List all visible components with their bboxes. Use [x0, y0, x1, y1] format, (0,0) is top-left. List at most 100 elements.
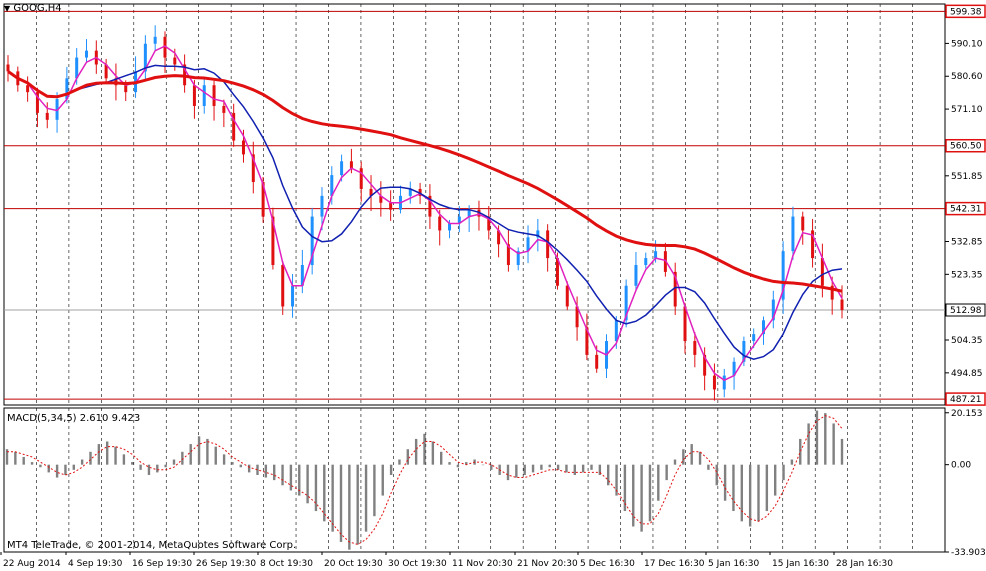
y-tick-label: 571.10: [951, 105, 983, 115]
macd-bar: [690, 444, 693, 465]
x-tick-label: 15 Jan 16:30: [772, 559, 829, 569]
candle-body: [75, 57, 79, 79]
macd-bar: [273, 464, 276, 481]
candle-body: [35, 92, 39, 113]
macd-bar: [623, 464, 627, 512]
macd-bar: [573, 464, 576, 475]
candle-body: [291, 285, 295, 307]
level-badge: [945, 392, 986, 406]
candle-body: [349, 161, 353, 169]
macd-bar: [523, 464, 526, 475]
macd-bar: [481, 464, 485, 466]
macd-bar: [740, 464, 743, 522]
macd-bar: [22, 456, 25, 465]
candle-body: [830, 285, 834, 300]
candle-body: [310, 216, 314, 265]
level-badge: [945, 201, 986, 216]
macd-bar: [5, 449, 9, 465]
macd-bar: [673, 459, 677, 465]
candle-body: [712, 375, 716, 390]
symbol-text: GOOG,H4: [13, 3, 62, 14]
symbol-label: ▼ GOOG,H4: [4, 3, 62, 14]
candle-body: [369, 188, 373, 196]
candle-body: [457, 216, 461, 224]
macd-bar: [131, 462, 134, 465]
macd-bar: [64, 464, 67, 475]
candle-body: [212, 85, 216, 106]
macd-bar: [840, 438, 844, 465]
macd-bar: [565, 464, 568, 473]
candle-body: [143, 43, 147, 72]
candle-body: [84, 50, 88, 58]
x-tick-label: 16 Sep 19:30: [132, 559, 192, 569]
macd-bar: [139, 464, 142, 470]
candle-body: [320, 195, 324, 217]
macd-bar: [824, 413, 827, 465]
candle-body: [575, 306, 579, 328]
candle-body: [595, 354, 599, 369]
macd-bar: [406, 449, 409, 465]
macd-bar: [122, 454, 126, 465]
candle-body: [693, 341, 697, 355]
macd-bar: [389, 464, 393, 475]
macd-bar: [231, 462, 234, 465]
macd-panel-frame: [3, 407, 946, 553]
macd-bar: [815, 410, 819, 465]
macd-bar: [515, 464, 518, 478]
macd-bar: [381, 464, 384, 496]
x-tick-label: 5 Dec 16:30: [580, 559, 635, 569]
macd-bar: [707, 464, 710, 470]
macd-bar: [197, 436, 201, 465]
macd-bar: [715, 464, 718, 486]
candle-body: [6, 64, 10, 72]
candle-body: [703, 354, 707, 376]
ma-fast-line: [7, 45, 843, 382]
candle-body: [26, 85, 30, 93]
macd-bar: [156, 464, 159, 473]
candle-body: [771, 299, 775, 321]
macd-bar: [348, 464, 351, 550]
macd-bar: [323, 464, 326, 522]
macd-bar: [97, 444, 101, 465]
y-tick-label: 532.85: [951, 237, 983, 247]
macd-bar: [757, 464, 760, 522]
candle-body: [673, 271, 677, 307]
level-badge: [945, 4, 986, 19]
chevron-down-icon: ▼: [4, 4, 11, 13]
candle-body: [506, 244, 510, 265]
x-tick-label: 5 Jan 16:30: [708, 559, 760, 569]
macd-bar: [657, 464, 660, 501]
ma-mid-line: [7, 64, 843, 360]
macd-bar: [540, 464, 543, 470]
macd-bar: [506, 464, 510, 481]
x-tick-label: 8 Oct 19:30: [260, 559, 313, 569]
candle-body: [222, 105, 226, 113]
macd-bar: [264, 464, 268, 478]
x-tick-label: 20 Oct 19:30: [324, 559, 383, 569]
copyright-text: MT4 TeleTrade, © 2001-2014, MetaQuotes S…: [7, 540, 297, 551]
macd-bar: [72, 464, 75, 470]
macd-bar: [832, 423, 835, 465]
candle-body: [359, 168, 363, 189]
macd-bar: [39, 464, 42, 468]
macd-y-tick-label: 20.153: [951, 409, 983, 419]
candle-body: [448, 223, 452, 231]
x-tick-label: 28 Jan 16:30: [836, 559, 893, 569]
macd-bar: [799, 438, 802, 465]
candle-body: [614, 320, 618, 342]
macd-bar: [47, 464, 50, 473]
candle-body: [732, 361, 736, 376]
macd-bar: [306, 464, 309, 504]
current-price-badge-label: 512.98: [950, 306, 982, 316]
macd-bar: [356, 464, 359, 545]
macd-bar: [648, 464, 652, 522]
level-badge-label: 487.21: [950, 395, 982, 405]
candle-body: [55, 99, 59, 120]
macd-bar: [807, 423, 810, 465]
macd-bar: [80, 459, 84, 465]
macd-bar: [598, 464, 602, 475]
x-tick-label: 21 Nov 20:30: [517, 559, 578, 569]
x-tick-label: 11 Nov 20:30: [452, 559, 513, 569]
